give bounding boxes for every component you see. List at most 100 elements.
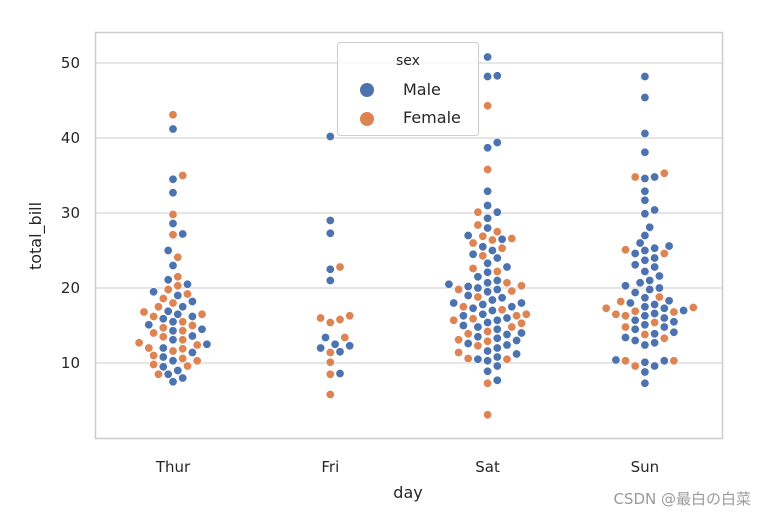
point-sat-male — [468, 303, 478, 313]
point-fri-male — [325, 216, 335, 226]
point-sat-female — [516, 281, 526, 291]
point-thur-female — [168, 110, 178, 120]
point-sun-male — [620, 281, 630, 291]
point-sat-male — [478, 309, 488, 319]
point-thur-female — [168, 210, 178, 220]
point-sat-male — [492, 361, 502, 371]
point-sat-female — [473, 292, 483, 302]
point-sun-male — [625, 298, 635, 308]
point-sat-female — [502, 278, 512, 288]
point-sat-female — [502, 354, 512, 364]
y-axis-label: total_bill — [26, 202, 46, 270]
point-sat-male — [502, 329, 512, 339]
point-sun-male — [679, 305, 689, 315]
point-sat-male — [492, 352, 502, 362]
point-sun-male — [620, 332, 630, 342]
point-sun-female — [630, 172, 640, 182]
point-sat-male — [473, 332, 483, 342]
point-sun-female — [640, 329, 650, 339]
point-thur-male — [202, 339, 212, 349]
point-sun-female — [620, 322, 630, 332]
point-sun-male — [669, 327, 679, 337]
point-sat-female — [497, 305, 507, 315]
point-sat-male — [492, 315, 502, 325]
point-sat-male — [483, 278, 493, 288]
data-points — [134, 52, 698, 420]
point-fri-female — [325, 357, 335, 367]
point-sat-male — [463, 281, 473, 291]
point-fri-male — [325, 275, 335, 285]
point-thur-female — [139, 307, 149, 317]
point-sat-female — [507, 234, 517, 244]
point-sun-female — [669, 307, 679, 317]
point-sun-male — [664, 241, 674, 251]
point-thur-female — [187, 320, 197, 330]
point-thur-male — [178, 373, 188, 383]
point-sun-male — [664, 296, 674, 306]
point-thur-male — [168, 124, 178, 134]
y-tick-label-20: 20 — [61, 279, 80, 297]
point-sat-male — [516, 328, 526, 338]
point-fri-female — [316, 313, 326, 323]
legend-label-female: Female — [403, 108, 461, 127]
point-sat-female — [463, 329, 473, 339]
legend-box — [337, 42, 479, 136]
point-sun-male — [640, 93, 650, 103]
point-sat-male — [497, 293, 507, 303]
point-sun-male — [630, 315, 640, 325]
y-tick-label-10: 10 — [61, 354, 80, 372]
point-sat-female — [473, 220, 483, 230]
point-sat-male — [502, 313, 512, 323]
point-fri-male — [345, 341, 355, 351]
point-sat-female — [454, 284, 464, 294]
point-sun-male — [659, 313, 669, 323]
point-thur-male — [144, 320, 154, 330]
point-sun-female — [620, 245, 630, 255]
point-thur-male — [168, 326, 178, 336]
point-thur-male — [187, 311, 197, 321]
point-sat-male — [483, 52, 493, 62]
point-sun-female — [659, 168, 669, 178]
point-thur-male — [163, 369, 173, 379]
point-sat-male — [468, 249, 478, 259]
legend-title: sex — [396, 53, 420, 69]
point-sat-male — [458, 320, 468, 330]
point-sat-female — [483, 336, 493, 346]
point-sun-female — [620, 311, 630, 321]
point-sat-male — [483, 346, 493, 356]
point-thur-female — [197, 309, 207, 319]
point-sun-male — [654, 283, 664, 293]
point-fri-female — [335, 314, 345, 324]
point-sat-female — [478, 231, 488, 241]
point-thur-female — [158, 332, 168, 342]
point-sun-male — [650, 299, 660, 309]
point-thur-male — [168, 260, 178, 270]
point-thur-male — [173, 309, 183, 319]
point-sat-female — [483, 101, 493, 111]
point-sun-male — [640, 320, 650, 330]
point-sun-male — [630, 287, 640, 297]
point-sat-male — [473, 272, 483, 282]
point-sun-male — [650, 243, 660, 253]
point-thur-male — [168, 188, 178, 198]
point-sat-female — [454, 335, 464, 345]
point-thur-female — [192, 340, 202, 350]
point-sun-female — [650, 317, 660, 327]
point-sat-female — [507, 286, 517, 296]
point-sun-female — [601, 303, 611, 313]
point-sat-male — [507, 302, 517, 312]
point-sun-male — [650, 308, 660, 318]
x-tick-label-fri: Fri — [321, 458, 339, 476]
point-thur-male — [168, 317, 178, 327]
point-thur-male — [183, 279, 193, 289]
point-thur-female — [149, 359, 159, 369]
point-sat-male — [516, 298, 526, 308]
point-sat-male — [478, 299, 488, 309]
point-thur-male — [173, 290, 183, 300]
point-thur-male — [163, 306, 173, 316]
point-sun-female — [688, 302, 698, 312]
point-sun-male — [654, 271, 664, 281]
point-sun-male — [640, 231, 650, 241]
point-sat-male — [483, 201, 493, 211]
